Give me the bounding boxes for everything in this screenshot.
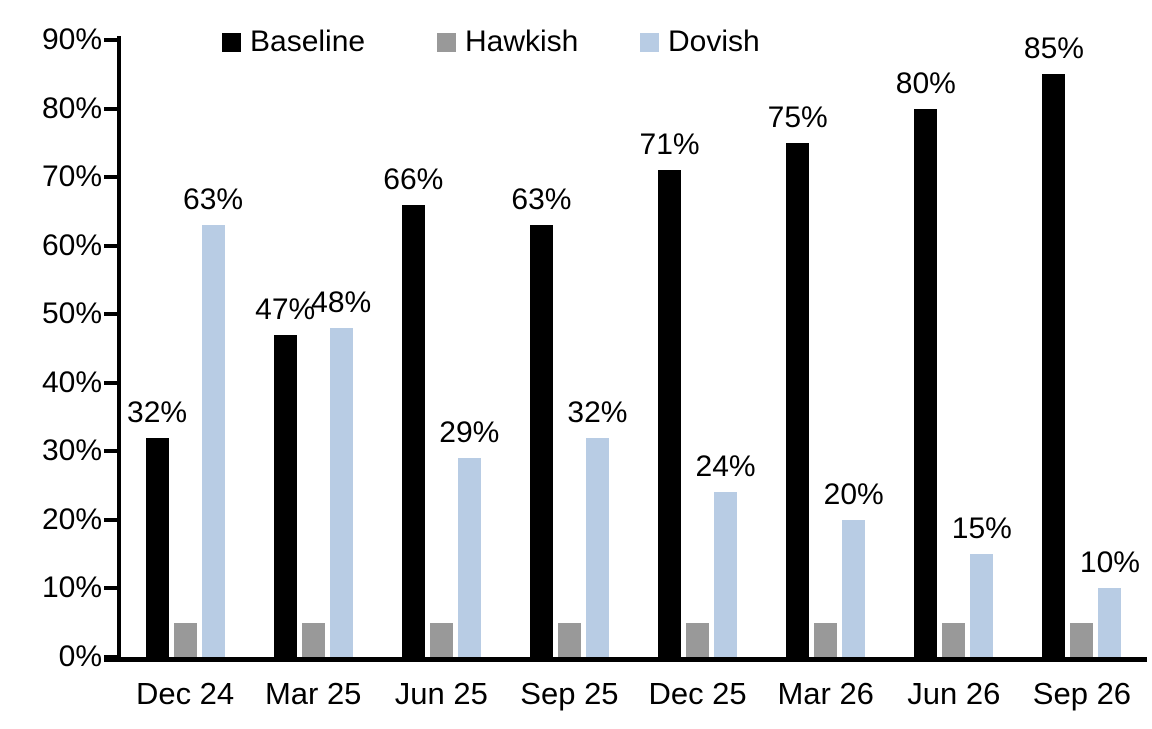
x-axis-label: Sep 26 <box>1032 676 1132 711</box>
bar-label: 47% <box>255 292 316 326</box>
y-axis-tick <box>104 449 118 454</box>
legend-label-baseline: Baseline <box>250 25 366 58</box>
bar-dovish <box>842 519 866 657</box>
bar-label: 63% <box>511 183 572 217</box>
bar-label: 32% <box>127 395 188 429</box>
bar-label: 20% <box>823 477 884 511</box>
y-axis-tick <box>104 380 118 385</box>
x-axis-label: Dec 24 <box>135 676 235 711</box>
legend-label-dovish: Dovish <box>668 25 760 58</box>
bar-label: 71% <box>639 128 700 162</box>
x-axis-label: Sep 25 <box>520 676 619 711</box>
bar-baseline <box>786 142 810 657</box>
bar-hawkish <box>814 622 838 657</box>
bar-baseline <box>145 437 169 657</box>
bar-label: 85% <box>1023 32 1084 66</box>
legend-swatch-hawkish-icon <box>437 32 456 52</box>
y-axis-tick <box>104 243 118 248</box>
y-axis-tick <box>104 586 118 591</box>
bar-dovish <box>714 492 738 657</box>
bar-hawkish <box>173 622 197 657</box>
bar-hawkish <box>942 622 966 657</box>
y-tick-label: 70% <box>41 160 102 194</box>
bar-hawkish <box>557 622 581 657</box>
bar-label: 29% <box>439 416 500 450</box>
bar-dovish <box>585 437 609 657</box>
bar-label: 48% <box>311 285 372 319</box>
y-tick-label: 10% <box>41 571 102 605</box>
bar-dovish <box>970 554 994 657</box>
x-axis-line <box>104 657 1147 662</box>
y-tick-label: 50% <box>41 297 102 331</box>
bar-label: 75% <box>767 100 828 134</box>
legend-item-hawkish: Hawkish <box>437 24 578 60</box>
bar-baseline <box>658 170 682 657</box>
y-tick-label: 30% <box>41 434 102 468</box>
x-axis-label: Mar 26 <box>777 676 874 711</box>
x-axis-label: Dec 25 <box>648 676 747 711</box>
bar-hawkish <box>686 622 710 657</box>
bar-dovish <box>457 458 481 657</box>
y-axis-tick <box>104 106 118 111</box>
bar-baseline <box>401 204 425 657</box>
bar-label: 66% <box>383 162 444 196</box>
bar-dovish <box>1098 588 1122 657</box>
bar-label: 80% <box>895 66 956 100</box>
y-axis-tick <box>104 37 118 42</box>
bar-label: 24% <box>695 450 756 484</box>
y-tick-label: 40% <box>41 365 102 399</box>
y-tick-label: 20% <box>41 502 102 536</box>
bar-label: 63% <box>183 183 244 217</box>
bar-dovish <box>329 327 353 657</box>
bar-baseline <box>914 108 938 657</box>
bar-label: 32% <box>567 395 628 429</box>
x-axis-label: Jun 26 <box>907 676 1001 711</box>
y-axis-tick <box>104 517 118 522</box>
legend-swatch-dovish-icon <box>640 32 659 52</box>
y-tick-label: 90% <box>41 22 102 56</box>
bar-hawkish <box>429 622 453 657</box>
legend-swatch-baseline-icon <box>222 32 241 52</box>
y-axis-tick <box>104 175 118 180</box>
legend-item-dovish: Dovish <box>640 24 760 60</box>
y-axis-tick <box>104 655 118 659</box>
x-axis-label: Jun 25 <box>394 676 488 711</box>
bar-hawkish <box>1070 622 1094 657</box>
y-tick-label: 80% <box>41 91 102 125</box>
y-tick-label: 60% <box>41 228 102 262</box>
bar-label: 10% <box>1079 546 1140 580</box>
bar-baseline <box>1042 74 1066 657</box>
y-axis-line <box>117 36 121 661</box>
y-axis-tick <box>104 312 118 317</box>
bar-baseline <box>273 334 297 657</box>
bar-label: 15% <box>951 512 1012 546</box>
bar-baseline <box>529 225 553 657</box>
legend-label-hawkish: Hawkish <box>465 25 579 58</box>
legend-item-baseline: Baseline <box>222 24 365 60</box>
bar-dovish <box>201 225 225 657</box>
bar-hawkish <box>301 622 325 657</box>
y-tick-label: 0% <box>58 640 102 673</box>
x-axis-label: Mar 25 <box>264 676 362 711</box>
